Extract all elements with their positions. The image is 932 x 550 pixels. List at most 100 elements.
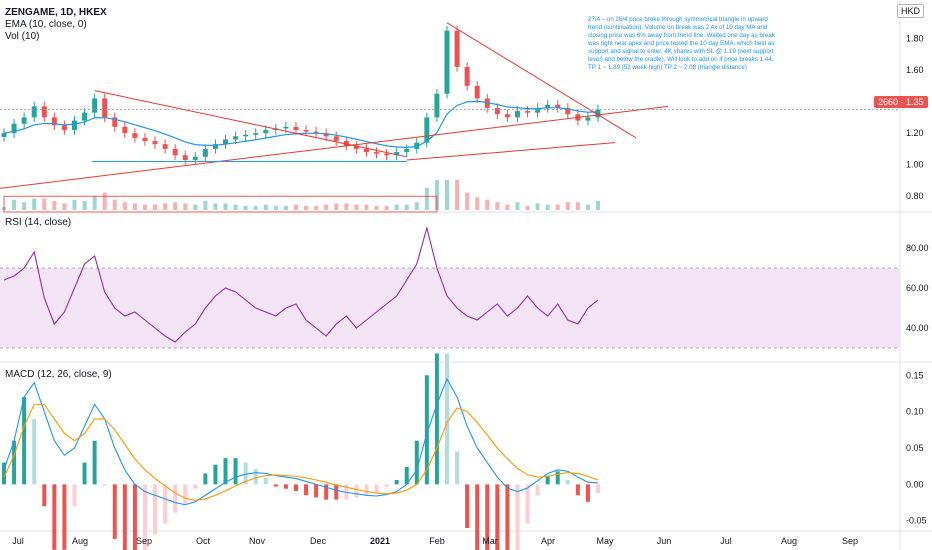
candle-body <box>222 139 228 145</box>
macd-histogram-bar <box>153 484 158 535</box>
candle-body <box>61 125 67 130</box>
ema-legend[interactable]: EMA (10, close, 0) <box>5 19 87 30</box>
macd-histogram-bar <box>173 484 178 513</box>
candle-body <box>313 131 319 134</box>
macd-tick-label: 0.05 <box>906 443 924 453</box>
candle-body <box>192 156 198 160</box>
macd-histogram-bar <box>122 484 127 550</box>
volume-bar <box>324 204 329 210</box>
volume-box <box>3 195 438 213</box>
volume-bar <box>163 203 168 210</box>
time-axis-label: Jul <box>720 536 732 546</box>
candle-body <box>504 114 510 118</box>
volume-bar <box>555 204 560 210</box>
trendline-resistance <box>94 90 407 158</box>
candle-body <box>283 126 289 129</box>
price-tick-label: 0.80 <box>906 191 924 201</box>
time-axis-label: May <box>596 536 614 546</box>
volume-bar <box>596 201 600 210</box>
time-axis-label: Aug <box>72 536 88 546</box>
volume-bar <box>52 201 57 210</box>
macd-histogram-bar <box>142 484 147 550</box>
volume-bar <box>465 192 470 210</box>
candle-body <box>384 153 390 156</box>
time-axis-label: Apr <box>541 536 555 546</box>
volume-bar <box>263 204 268 210</box>
volume-bar <box>424 187 429 210</box>
candle-body <box>585 117 591 121</box>
volume-bar <box>62 203 67 210</box>
candle-body <box>333 136 339 142</box>
volume-bar <box>414 202 419 210</box>
trendline-resistance <box>446 22 637 139</box>
candle-body <box>263 130 269 134</box>
candle-body <box>484 98 490 108</box>
candle-body <box>132 133 138 138</box>
macd-tick-label: 0.00 <box>906 479 924 489</box>
volume-bar <box>505 204 510 210</box>
volume-bar <box>384 205 389 210</box>
macd-tick-label: -0.05 <box>906 516 927 526</box>
macd-histogram-bar <box>132 484 137 550</box>
trendline-support <box>0 105 669 189</box>
price-tick-label: 1.60 <box>906 65 924 75</box>
candle-body <box>233 136 239 140</box>
volume-bar <box>475 197 480 210</box>
candle-body <box>363 148 369 153</box>
macd-histogram-bar <box>163 484 168 524</box>
candle-body <box>353 145 359 149</box>
macd-histogram-bar <box>193 484 198 489</box>
candle-body <box>172 148 178 156</box>
volume-legend[interactable]: Vol (10) <box>5 31 40 42</box>
rsi-tick-label: 60.00 <box>906 283 929 293</box>
macd-histogram-bar <box>394 480 399 485</box>
candle-body <box>434 93 440 118</box>
volume-bar <box>72 199 77 210</box>
candle-body <box>202 148 208 157</box>
volume-bar <box>515 202 520 210</box>
macd-tick-label: 0.15 <box>906 370 924 380</box>
volume-bar <box>354 204 359 210</box>
candle-body <box>293 126 299 130</box>
candle-body <box>92 98 98 113</box>
macd-histogram-bar <box>596 484 600 494</box>
candle-body <box>494 107 500 115</box>
volume-bar <box>314 205 319 210</box>
macd-histogram-bar <box>334 484 339 500</box>
candle-body <box>374 152 380 154</box>
macd-histogram-bar <box>293 484 298 491</box>
time-axis-label: Sep <box>842 536 858 546</box>
macd-histogram-bar <box>243 462 248 485</box>
volume-bar <box>153 204 158 210</box>
rsi-legend[interactable]: RSI (14, close) <box>5 217 72 228</box>
candle-body <box>11 123 17 134</box>
volume-bar <box>233 204 238 210</box>
macd-histogram-bar <box>203 473 208 485</box>
time-axis-label: Sep <box>136 536 152 546</box>
macd-histogram-bar <box>575 484 580 496</box>
candle-body <box>182 155 188 160</box>
macd-histogram-bar <box>495 484 500 550</box>
macd-histogram-bar <box>465 484 470 528</box>
macd-histogram-bar <box>233 458 238 485</box>
candle-body <box>595 109 601 118</box>
price-tick-label: 1.00 <box>906 160 924 170</box>
volume-bar <box>253 205 258 210</box>
candle-body <box>212 144 218 149</box>
candle-body <box>404 148 410 153</box>
macd-histogram-bar <box>485 484 490 550</box>
candle-body <box>162 144 168 149</box>
macd-histogram-bar <box>444 353 449 485</box>
candle-body <box>41 106 47 118</box>
macd-histogram-bar <box>374 484 379 494</box>
currency-label: HKD <box>896 4 924 18</box>
macd-histogram-bar <box>42 484 47 507</box>
trade-annotation: 27/4 – on 26/4 price broke through symme… <box>588 16 775 72</box>
volume-bar <box>142 204 147 210</box>
macd-legend[interactable]: MACD (12, 26, close, 9) <box>5 369 112 380</box>
candle-body <box>343 141 349 146</box>
volume-bar <box>173 202 178 210</box>
macd-histogram-bar <box>52 484 57 550</box>
volume-bar <box>344 203 349 210</box>
